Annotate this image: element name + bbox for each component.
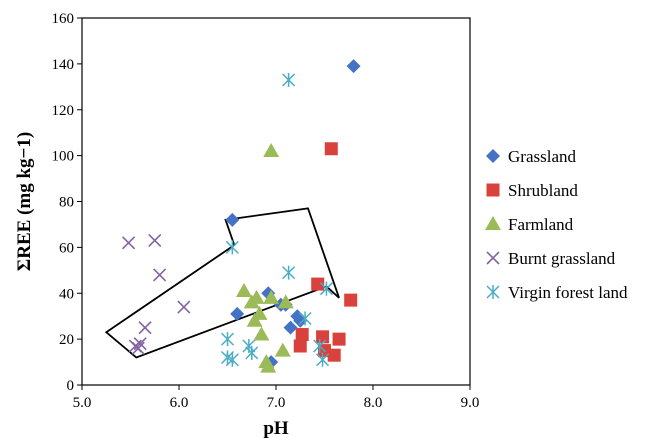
y-tick-label: 40	[59, 286, 74, 302]
data-point	[346, 59, 361, 74]
legend-label: Burnt grassland	[508, 249, 616, 268]
legend-marker	[486, 149, 500, 163]
data-point	[293, 339, 307, 353]
series-shrubland	[293, 142, 358, 362]
legend-marker	[485, 216, 501, 230]
legend-item: Burnt grassland	[486, 249, 616, 268]
x-tick-label: 6.0	[170, 395, 189, 411]
data-point	[243, 294, 260, 309]
data-point	[260, 358, 277, 373]
data-point	[225, 352, 239, 367]
data-point	[282, 72, 296, 87]
y-tick-label: 120	[52, 103, 75, 119]
legend-marker	[486, 183, 500, 197]
data-point	[153, 268, 167, 282]
y-tick-label: 100	[52, 149, 75, 165]
data-point	[282, 265, 296, 280]
legend-marker	[486, 285, 500, 299]
x-tick-label: 8.0	[364, 395, 383, 411]
data-point	[225, 212, 240, 227]
data-point	[245, 345, 259, 360]
data-point	[324, 142, 338, 156]
y-tick-label: 80	[59, 195, 74, 211]
data-point	[133, 337, 147, 351]
series-burnt-grassland	[121, 233, 191, 355]
data-point	[253, 326, 270, 341]
data-point	[298, 311, 312, 326]
data-point	[327, 348, 341, 362]
legend-label: Grassland	[508, 147, 576, 166]
data-point	[311, 277, 325, 291]
data-points	[121, 59, 361, 373]
x-axis-title: pH	[263, 418, 289, 438]
legend-item: Virgin forest land	[486, 283, 628, 302]
legend-marker	[486, 251, 500, 265]
series-farmland	[235, 143, 294, 373]
y-tick-label: 140	[52, 57, 75, 73]
y-tick-label: 20	[59, 332, 74, 348]
plot-frame	[81, 17, 471, 386]
data-point	[235, 282, 252, 297]
data-point	[263, 143, 280, 158]
y-tick-label: 0	[67, 378, 75, 394]
data-point	[295, 328, 309, 342]
data-point	[220, 332, 235, 347]
x-tick-label: 7.0	[267, 395, 286, 411]
data-point	[313, 339, 327, 354]
data-point	[138, 321, 152, 335]
data-point	[316, 352, 330, 367]
legend-item: Shrubland	[486, 181, 578, 200]
legend: Grassland Shrubland Farmland Burnt grasslan…	[485, 147, 628, 302]
y-tick-label: 160	[52, 11, 75, 27]
data-point	[316, 330, 330, 344]
x-tick-label: 9.0	[461, 395, 480, 411]
data-point	[274, 342, 291, 357]
legend-label: Farmland	[508, 215, 574, 234]
data-point	[277, 294, 294, 309]
y-axis-ticks: 0 20 40 60 80 100 120 140 160	[52, 11, 82, 394]
series-grassland	[225, 59, 361, 370]
data-point	[148, 233, 162, 248]
data-point	[131, 341, 145, 355]
data-point	[230, 306, 245, 321]
data-point	[332, 332, 346, 346]
x-tick-label: 5.0	[73, 395, 92, 411]
series-virgin-forest-land	[220, 72, 333, 367]
legend-item: Farmland	[485, 215, 574, 234]
plot-border	[81, 17, 471, 386]
data-point	[225, 240, 239, 255]
data-point	[246, 312, 263, 327]
x-axis-ticks: 5.0 6.0 7.0 8.0 9.0	[73, 385, 480, 411]
data-point	[121, 236, 136, 250]
y-tick-label: 60	[59, 240, 74, 256]
legend-item: Grassland	[486, 147, 576, 166]
data-point	[177, 300, 191, 314]
data-point	[344, 293, 358, 307]
y-axis-title: ΣREE (mg kg−1)	[14, 132, 35, 271]
data-point	[263, 289, 280, 304]
legend-label: Shrubland	[508, 181, 578, 200]
legend-label: Virgin forest land	[508, 283, 628, 302]
data-point	[283, 320, 298, 335]
data-point	[319, 281, 333, 296]
